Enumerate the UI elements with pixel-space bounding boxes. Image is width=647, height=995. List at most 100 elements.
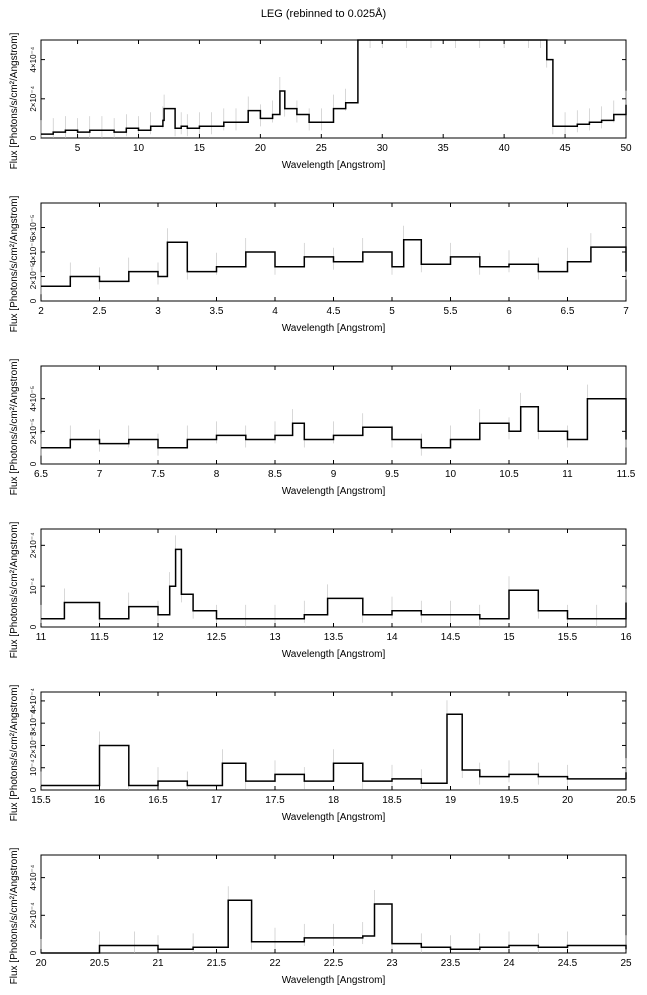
x-axis-label: Wavelength [Angstrom] [282,323,386,334]
x-tick-label: 13 [269,632,281,643]
y-tick-label: 0 [29,135,38,140]
x-tick-label: 3.5 [210,306,224,317]
x-tick-label: 24 [503,958,515,969]
x-tick-label: 2.5 [93,306,107,317]
x-tick-label: 4 [272,306,278,317]
x-tick-label: 14.5 [441,632,461,643]
x-tick-label: 15 [194,143,206,154]
x-tick-label: 18.5 [382,795,402,806]
chart-panel-6: 20 20.5 21 21.5 22 22.5 23 23.5 24 24.5 25 0 2×10⁻⁴ 4… [9,847,632,986]
x-tick-label: 6 [506,306,512,317]
x-tick-label: 20 [35,958,47,969]
x-tick-label: 8.5 [268,469,282,480]
x-tick-label: 18 [328,795,340,806]
chart-panel-3: 6.5 7 7.5 8 8.5 9 9.5 10 10.5 11 11.5 0 2×10⁻⁵ 4×10⁻⁵… [9,358,636,497]
y-tick-label: 4×10⁻⁵ [29,239,38,265]
x-tick-label: 21 [152,958,164,969]
x-tick-label: 20 [255,143,267,154]
y-axis-label: Flux [Photons/s/cm²/Angstrom] [9,521,20,658]
x-tick-label: 8 [214,469,220,480]
plot-frame [40,39,627,139]
x-tick-label: 25 [316,143,328,154]
x-tick-label: 6.5 [34,469,48,480]
x-tick-label: 13.5 [324,632,344,643]
x-tick-label: 23 [386,958,398,969]
y-tick-label: 6×10⁻⁵ [29,215,38,241]
x-tick-label: 7 [623,306,629,317]
y-tick-label: 2×10⁻⁵ [29,264,38,290]
x-axis-label: Wavelength [Angstrom] [282,160,386,171]
chart-panel-1: 5 10 15 20 25 30 35 40 45 50 0 2×10⁻⁴ 4×10⁻⁴ Waveleng… [9,32,632,171]
y-tick-label: 0 [29,298,38,303]
x-tick-label: 4.5 [327,306,341,317]
x-tick-label: 9 [331,469,337,480]
y-tick-label: 4×10⁻⁴ [29,46,38,72]
x-tick-label: 10 [133,143,145,154]
x-tick-label: 12 [152,632,164,643]
x-axis-label: Wavelength [Angstrom] [282,486,386,497]
x-tick-label: 3 [155,306,161,317]
x-tick-label: 7 [97,469,103,480]
y-tick-label: 3×10⁻⁴ [29,710,38,736]
y-tick-label: 0 [29,461,38,466]
x-tick-label: 20.5 [616,795,636,806]
x-tick-label: 7.5 [151,469,165,480]
x-tick-label: 12.5 [207,632,227,643]
chart-panel-4: 11 11.5 12 12.5 13 13.5 14 14.5 15 15.5 16 0 10⁻⁴ 2×1… [9,521,632,660]
x-tick-label: 21.5 [207,958,227,969]
x-axis-label: Wavelength [Angstrom] [282,649,386,660]
y-tick-label: 0 [29,624,38,629]
x-tick-label: 5.5 [444,306,458,317]
x-tick-label: 30 [377,143,389,154]
x-tick-label: 17 [211,795,223,806]
y-axis-label: Flux [Photons/s/cm²/Angstrom] [9,684,20,821]
y-tick-label: 0 [29,787,38,792]
x-tick-label: 22.5 [324,958,344,969]
y-axis-label: Flux [Photons/s/cm²/Angstrom] [9,195,20,332]
x-tick-label: 20 [562,795,574,806]
y-tick-label: 2×10⁻⁵ [29,419,38,445]
x-tick-label: 11 [36,632,47,643]
x-tick-label: 24.5 [558,958,578,969]
x-tick-label: 10.5 [499,469,519,480]
x-tick-label: 11.5 [617,469,636,480]
x-tick-label: 45 [560,143,572,154]
series-line [41,713,627,787]
page-title: LEG (rebinned to 0.025Å) [260,8,387,20]
x-tick-label: 17.5 [265,795,285,806]
y-tick-label: 10⁻⁴ [29,577,38,594]
x-tick-label: 22 [269,958,281,969]
y-tick-label: 2×10⁻⁴ [29,85,38,111]
x-tick-label: 16 [620,632,632,643]
y-tick-label: 4×10⁻⁵ [29,386,38,412]
y-tick-label: 2×10⁻⁴ [29,732,38,758]
y-tick-label: 4×10⁻⁴ [29,688,38,714]
x-tick-label: 14 [386,632,398,643]
x-tick-label: 11.5 [90,632,109,643]
x-axis-label: Wavelength [Angstrom] [282,812,386,823]
y-axis-label: Flux [Photons/s/cm²/Angstrom] [9,32,20,169]
y-axis-label: Flux [Photons/s/cm²/Angstrom] [9,358,20,495]
x-tick-label: 10 [445,469,457,480]
x-tick-label: 9.5 [385,469,399,480]
series-line [41,899,627,954]
y-tick-label: 2×10⁻⁴ [29,902,38,928]
x-tick-label: 15 [503,632,515,643]
x-tick-label: 11 [562,469,573,480]
x-tick-label: 19.5 [499,795,519,806]
y-tick-label: 0 [29,950,38,955]
x-tick-label: 23.5 [441,958,461,969]
series-line [41,39,627,135]
x-tick-label: 20.5 [90,958,110,969]
y-tick-label: 2×10⁻⁴ [29,532,38,558]
x-tick-label: 25 [620,958,632,969]
x-axis-label: Wavelength [Angstrom] [282,975,386,986]
x-tick-label: 5 [75,143,81,154]
x-tick-label: 16 [94,795,106,806]
x-tick-label: 5 [389,306,395,317]
x-tick-label: 19 [445,795,457,806]
series-line [41,397,627,449]
y-tick-label: 4×10⁻⁴ [29,864,38,890]
x-tick-label: 15.5 [31,795,51,806]
